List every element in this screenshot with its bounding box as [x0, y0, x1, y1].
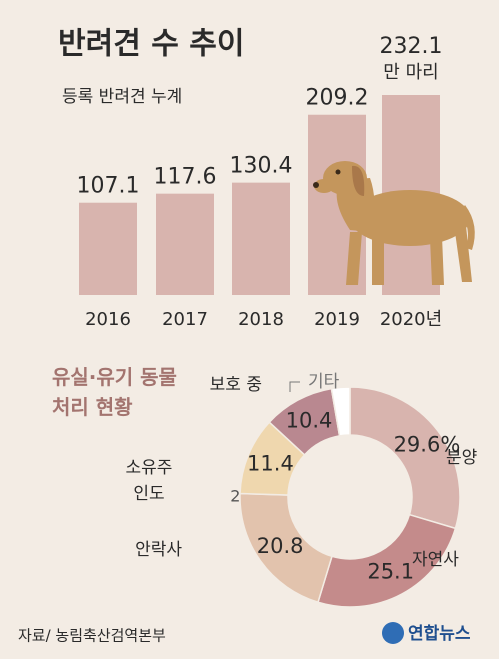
bar — [156, 193, 214, 295]
category-label: 안락사 — [135, 540, 182, 560]
leader-line — [289, 381, 300, 392]
value-label: 25.1 — [367, 560, 414, 584]
value-label: 29.6% — [394, 433, 461, 457]
value-label: 232.1 — [380, 34, 443, 59]
value-label: 130.4 — [230, 154, 293, 179]
category-label: 소유주 인도 — [125, 458, 173, 504]
chart-title: 반려견 수 추이 — [58, 27, 245, 62]
x-tick-label: 2017 — [162, 309, 208, 330]
x-tick-label: 2020년 — [380, 309, 442, 330]
value-label: 117.6 — [154, 165, 217, 190]
value-label: 20.8 — [257, 534, 304, 558]
dog-illustration — [313, 161, 475, 285]
category-label: 보호 중 — [210, 375, 262, 395]
x-tick-label: 2018 — [238, 309, 284, 330]
category-label: 분양 — [446, 448, 477, 468]
value-label: 209.2 — [306, 86, 369, 111]
value-label: 11.4 — [247, 451, 294, 475]
x-tick-label: 2016 — [85, 309, 131, 330]
value-label: 10.4 — [286, 408, 333, 432]
category-label: 기타 — [308, 372, 340, 392]
donut-title: 유실·유기 동물 처리 현황 — [52, 365, 177, 419]
bar — [79, 202, 137, 295]
donut-segment — [317, 513, 457, 608]
category-label: 자연사 — [412, 550, 459, 570]
source-note: 자료/ 농림축산검역본부 — [18, 627, 166, 645]
x-tick-label: 2019 — [314, 309, 360, 330]
value-label: 107.1 — [77, 174, 140, 199]
donut-segment — [349, 386, 461, 530]
logo-text: 연합뉴스 — [408, 623, 471, 644]
logo-icon — [382, 622, 404, 644]
chart-subtitle: 등록 반려견 누계 — [62, 87, 182, 107]
bar — [232, 182, 290, 295]
unit-label: 만 마리 — [383, 62, 438, 83]
donut-segment — [330, 386, 351, 437]
